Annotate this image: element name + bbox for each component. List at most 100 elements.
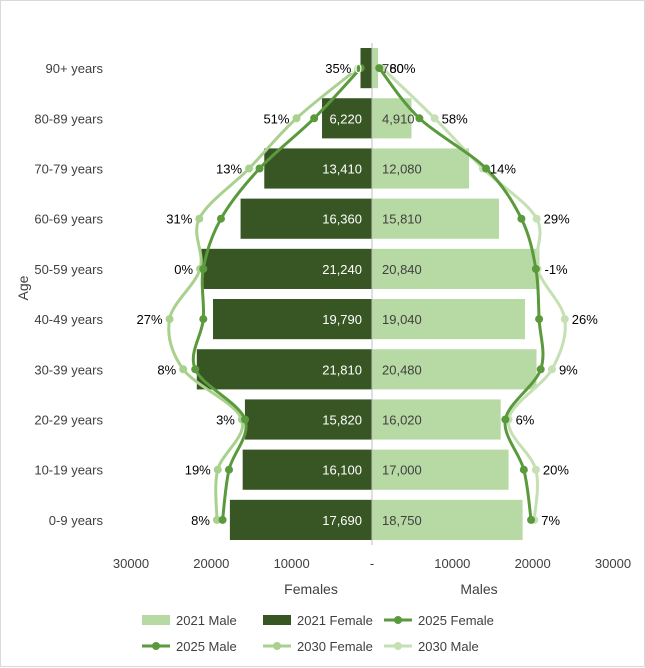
bar-2021-male-90-years: [372, 48, 379, 89]
bar-2021-female-80-89-years: [322, 98, 372, 139]
data-label-2021-female-60-69-years: 16,360: [322, 212, 362, 227]
pct-label-left-90-years: 35%: [325, 61, 351, 76]
x-axis-title-females: Females: [284, 581, 338, 597]
pct-label-left-80-89-years: 51%: [263, 111, 289, 126]
bar-2021-male-30-39-years: [372, 349, 537, 390]
point-2025-male-70-79-years: [482, 164, 491, 173]
point-2025-male-0-9-years: [527, 515, 536, 524]
bar-2021-female-20-29-years: [244, 399, 372, 440]
category-label-10-19-years: 10-19 years: [34, 463, 103, 478]
point-2030-male-60-69-years: [532, 214, 541, 223]
data-label-2021-male-80-89-years: 4,910: [382, 111, 415, 126]
legend-marker-2025-male: [152, 642, 160, 650]
pct-label-right-50-59-years: -1%: [544, 262, 568, 277]
bar-2021-male-10-19-years: [372, 449, 509, 490]
bar-2021-male-60-69-years: [372, 198, 500, 239]
point-2025-female-90-years: [356, 64, 365, 73]
pct-label-right-80-89-years: 58%: [442, 111, 468, 126]
point-2030-female-30-39-years: [179, 365, 188, 374]
x-tick-20000-left: 20000: [193, 556, 229, 571]
point-2030-female-80-89-years: [292, 114, 301, 123]
line-2030-male: [381, 67, 567, 520]
point-2025-male-60-69-years: [517, 214, 526, 223]
data-label-2021-female-50-59-years: 21,240: [322, 262, 362, 277]
bar-2021-male-0-9-years: [372, 499, 523, 540]
data-label-2021-male-60-69-years: 15,810: [382, 212, 422, 227]
point-2030-female-10-19-years: [213, 465, 222, 474]
line-2025-female: [191, 67, 362, 521]
bar-2021-female-10-19-years: [242, 449, 372, 490]
point-2025-male-80-89-years: [415, 114, 424, 123]
bar-2021-female-70-79-years: [264, 148, 372, 189]
data-label-2021-male-10-19-years: 17,000: [382, 463, 422, 478]
data-label-2021-female-0-9-years: 17,690: [322, 513, 362, 528]
category-label-30-39-years: 30-39 years: [34, 362, 103, 377]
bar-2021-male-20-29-years: [372, 399, 501, 440]
bar-2021-female-60-69-years: [240, 198, 372, 239]
bar-2021-male-80-89-years: [372, 98, 412, 139]
x-tick-30000-left: 30000: [113, 556, 149, 571]
data-label-2021-female-20-29-years: 15,820: [322, 413, 362, 428]
point-2025-female-50-59-years: [199, 264, 208, 273]
bar-2021-male-40-49-years: [372, 299, 525, 340]
data-label-2021-male-70-79-years: 12,080: [382, 162, 422, 177]
category-label-0-9-years: 0-9 years: [49, 513, 104, 528]
legend-label-2025-female: 2025 Female: [418, 613, 494, 628]
pct-label-right-40-49-years: 26%: [572, 312, 598, 327]
bar-2021-female-30-39-years: [196, 349, 372, 390]
pct-label-right-20-29-years: 6%: [516, 413, 535, 428]
data-label-2021-male-0-9-years: 18,750: [382, 513, 422, 528]
bar-2021-female-40-49-years: [213, 299, 372, 340]
pct-label-left-40-49-years: 27%: [137, 312, 163, 327]
category-label-70-79-years: 70-79 years: [34, 162, 103, 177]
x-axis-title-males: Males: [460, 581, 497, 597]
data-label-2021-female-30-39-years: 21,810: [322, 362, 362, 377]
line-2030-female: [167, 66, 360, 520]
data-label-2021-female-40-49-years: 19,790: [322, 312, 362, 327]
category-label-90-years: 90+ years: [46, 61, 104, 76]
x-tick-10000-left: 10000: [274, 556, 310, 571]
legend-label-2030-male: 2030 Male: [418, 639, 479, 654]
data-label-2021-female-80-89-years: 6,220: [329, 111, 362, 126]
legend-label-2025-male: 2025 Male: [176, 639, 237, 654]
point-2025-female-30-39-years: [191, 365, 200, 374]
pct-label-left-60-69-years: 31%: [166, 212, 192, 227]
pct-label-right-10-19-years: 20%: [543, 463, 569, 478]
point-2025-female-0-9-years: [218, 515, 227, 524]
data-label-2021-female-90-years: 1,430: [329, 61, 362, 76]
bar-2021-female-0-9-years: [229, 499, 372, 540]
data-label-2021-male-50-59-years: 20,840: [382, 262, 422, 277]
point-2025-female-70-79-years: [255, 164, 264, 173]
point-2030-female-60-69-years: [195, 214, 204, 223]
bar-2021-male-50-59-years: [372, 248, 540, 289]
point-2025-female-20-29-years: [241, 415, 250, 424]
legend-marker-2025-female: [394, 616, 402, 624]
point-2025-male-20-29-years: [501, 415, 510, 424]
x-tick-30000-right: 30000: [595, 556, 631, 571]
category-label-80-89-years: 80-89 years: [34, 111, 103, 126]
pct-label-left-10-19-years: 19%: [185, 463, 211, 478]
x-tick-10000-right: 10000: [434, 556, 470, 571]
pct-label-right-70-79-years: 14%: [490, 162, 516, 177]
data-label-2021-male-90-years: 760: [382, 61, 404, 76]
data-label-2021-female-70-79-years: 13,410: [322, 162, 362, 177]
point-2025-male-10-19-years: [519, 465, 528, 474]
line-2025-male: [378, 67, 545, 521]
legend-label-2021-female: 2021 Female: [297, 613, 373, 628]
data-label-2021-male-40-49-years: 19,040: [382, 312, 422, 327]
category-label-50-59-years: 50-59 years: [34, 262, 103, 277]
pct-label-right-60-69-years: 29%: [544, 212, 570, 227]
point-2025-female-40-49-years: [199, 315, 208, 324]
x-tick--center: -: [370, 556, 374, 571]
point-2025-male-50-59-years: [531, 264, 540, 273]
pct-label-left-70-79-years: 13%: [216, 162, 242, 177]
point-2030-female-40-49-years: [165, 315, 174, 324]
data-label-2021-male-30-39-years: 20,480: [382, 362, 422, 377]
data-label-2021-male-20-29-years: 16,020: [382, 413, 422, 428]
legend-label-2030-female: 2030 Female: [297, 639, 373, 654]
point-2030-male-40-49-years: [560, 315, 569, 324]
bar-2021-female-50-59-years: [201, 248, 372, 289]
category-label-40-49-years: 40-49 years: [34, 312, 103, 327]
point-2030-female-70-79-years: [245, 164, 254, 173]
